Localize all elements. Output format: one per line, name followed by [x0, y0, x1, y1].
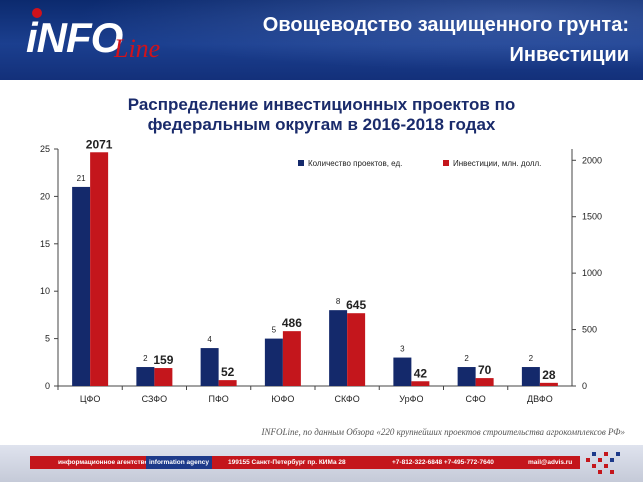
y-left-tick-label: 0	[45, 381, 50, 391]
bar-projects	[521, 367, 540, 386]
data-label-investments: 486	[282, 316, 302, 330]
infoline-logo: iNFO Line	[26, 8, 196, 68]
bar-projects	[393, 357, 412, 386]
footer-email[interactable]: mail@advis.ru	[528, 459, 573, 466]
data-label-investments: 2071	[86, 137, 113, 151]
chart-title-line-1: Распределение инвестиционных проектов по	[127, 95, 516, 114]
footer-dots-decoration	[586, 448, 626, 478]
x-tick-label: ПФО	[208, 394, 228, 404]
data-label-investments: 52	[221, 365, 235, 379]
bar-projects	[136, 367, 155, 386]
y-left-tick-label: 15	[40, 239, 50, 249]
x-tick-label: СЗФО	[142, 394, 168, 404]
logo-dot	[32, 8, 42, 18]
footer-agency-en: information agency	[146, 456, 212, 469]
data-label-investments: 28	[542, 368, 556, 382]
y-left-tick-label: 25	[40, 144, 50, 154]
slide-title-line-2: Инвестиции	[509, 44, 629, 66]
x-tick-label: ЮФО	[271, 394, 294, 404]
bar-investments	[282, 331, 301, 386]
data-label-projects: 4	[207, 335, 212, 344]
legend-swatch-projects	[298, 160, 304, 166]
bar-projects	[329, 310, 348, 386]
data-label-projects: 2	[143, 354, 148, 363]
header-banner	[0, 0, 643, 80]
bar-projects	[264, 338, 283, 386]
legend-swatch-investments	[443, 160, 449, 166]
bar-investments	[90, 152, 109, 386]
y-right-tick-label: 2000	[582, 155, 602, 165]
y-right-tick-label: 500	[582, 325, 597, 335]
y-left-tick-label: 5	[45, 334, 50, 344]
bar-investments	[154, 368, 173, 386]
data-label-projects: 5	[272, 326, 277, 335]
bar-investments	[347, 313, 366, 386]
data-label-projects: 2	[529, 354, 534, 363]
data-label-investments: 42	[414, 366, 428, 380]
footer-phones: +7-812-322-6848 +7-495-772-7640	[392, 459, 494, 466]
data-label-projects: 21	[77, 174, 86, 183]
bar-investments	[475, 378, 494, 386]
data-label-projects: 2	[464, 354, 469, 363]
source-note: INFOLine, по данным Обзора «220 крупнейш…	[261, 427, 625, 437]
data-label-investments: 70	[478, 363, 492, 377]
bar-investments	[539, 382, 558, 386]
legend-label-projects: Количество проектов, ед.	[308, 159, 402, 168]
footer-agency-ru: информационное агентство	[58, 459, 149, 466]
bar-projects	[457, 367, 476, 386]
x-tick-label: УрФО	[399, 394, 423, 404]
header-sheen	[0, 0, 643, 80]
bar-projects	[200, 348, 219, 386]
bar-projects	[72, 186, 91, 386]
bar-investments	[218, 380, 237, 386]
y-right-tick-label: 1500	[582, 212, 602, 222]
data-label-projects: 8	[336, 297, 341, 306]
logo-script-text: Line	[114, 34, 161, 63]
x-tick-label: СФО	[465, 394, 485, 404]
x-tick-label: ЦФО	[80, 394, 101, 404]
legend-label-investments: Инвестиции, млн. долл.	[453, 159, 541, 168]
footer-address: 199155 Санкт-Петербург пр. КИМа 28	[228, 459, 346, 466]
slide-title-line-1: Овощеводство защищенного грунта:	[262, 14, 629, 36]
chart-title-line-2: федеральным округам в 2016-2018 годах	[147, 115, 496, 134]
data-label-projects: 3	[400, 345, 405, 354]
y-right-tick-label: 0	[582, 381, 587, 391]
x-tick-label: СКФО	[334, 394, 359, 404]
y-right-tick-label: 1000	[582, 268, 602, 278]
y-left-tick-label: 10	[40, 286, 50, 296]
bar-investments	[411, 381, 430, 386]
logo-main-text: iNFO	[26, 14, 123, 61]
data-label-investments: 645	[346, 298, 366, 312]
y-left-tick-label: 20	[40, 191, 50, 201]
x-tick-label: ДВФО	[527, 394, 553, 404]
data-label-investments: 159	[153, 353, 173, 367]
